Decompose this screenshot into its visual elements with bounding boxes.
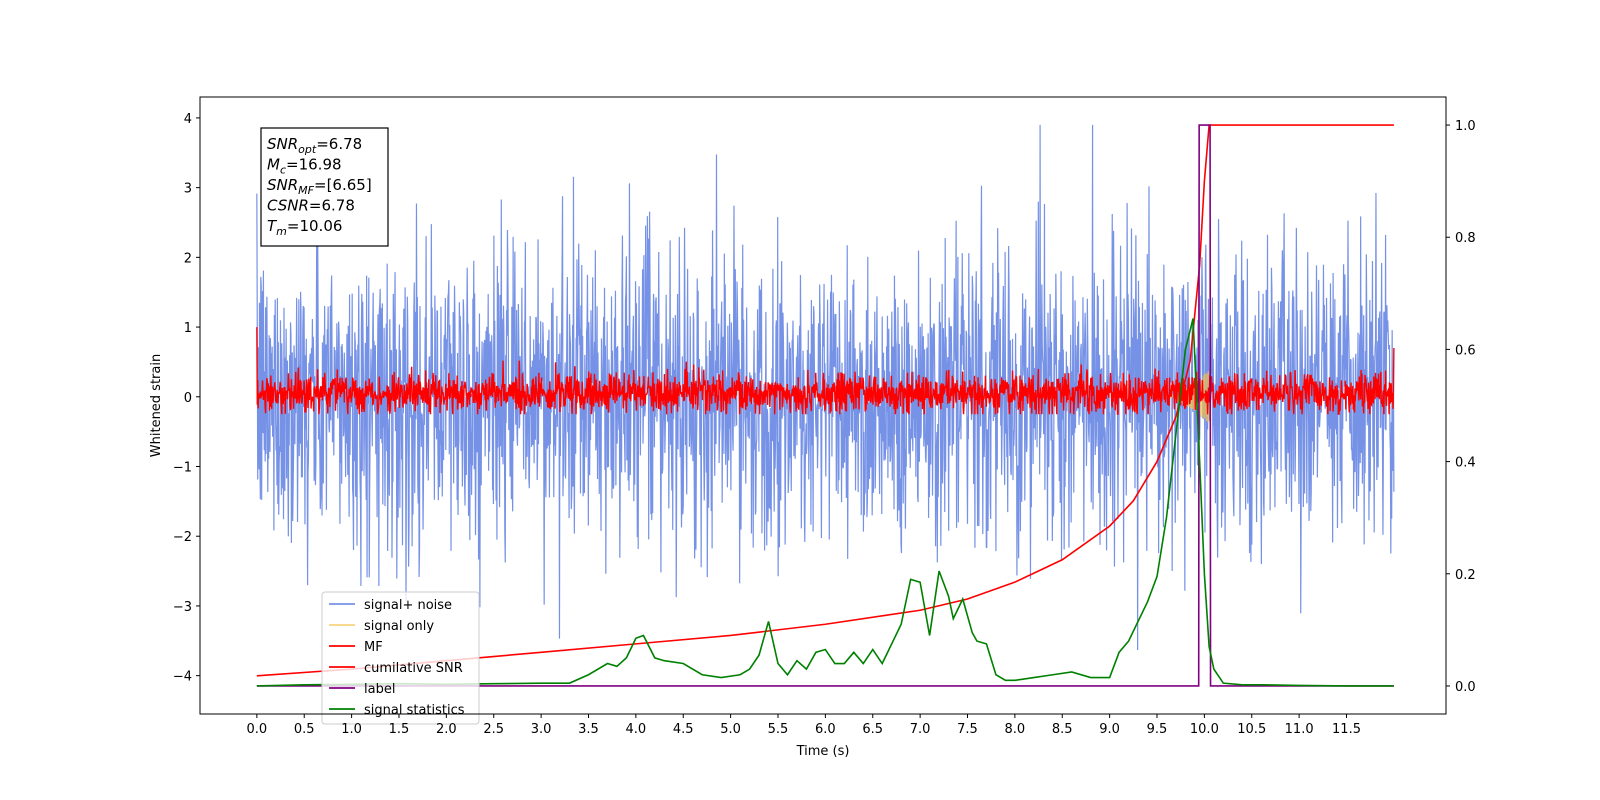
series-mf <box>256 327 1395 415</box>
legend-label: signal only <box>364 619 434 634</box>
legend-label: signal+ noise <box>364 598 452 613</box>
x-tick-label: 4.0 <box>626 722 647 737</box>
x-tick-label: 10.0 <box>1190 722 1219 737</box>
x-tick-label: 5.5 <box>768 722 789 737</box>
x-tick-label: 6.0 <box>815 722 836 737</box>
y-tick-label: 4 <box>184 112 192 127</box>
annotation-line: Mc=16.98 <box>267 156 342 177</box>
y2-tick-label: 0.6 <box>1455 343 1476 358</box>
x-tick-label: 5.0 <box>720 722 741 737</box>
annotation-line: Tm=10.06 <box>267 217 342 238</box>
y2-tick-label: 0.2 <box>1455 568 1476 583</box>
x-tick-label: 1.5 <box>389 722 410 737</box>
y2-tick-label: 0.8 <box>1455 231 1476 246</box>
x-tick-label: 7.5 <box>957 722 978 737</box>
x-tick-label: 10.5 <box>1237 722 1266 737</box>
annotation-line: SNRopt=6.78 <box>267 135 362 156</box>
x-axis-label: Time (s) <box>796 744 850 759</box>
y-tick-label: 2 <box>184 251 192 266</box>
x-tick-label: 8.0 <box>1005 722 1026 737</box>
legend-label: signal statistics <box>364 703 465 718</box>
y-tick-label: −4 <box>173 670 192 685</box>
x-tick-label: 4.5 <box>673 722 694 737</box>
series-label <box>256 124 1394 687</box>
legend-label: label <box>364 682 395 697</box>
y2-tick-label: 0.4 <box>1455 456 1476 471</box>
legend: signal+ noise signal only MF cumilative SNR… <box>321 591 480 725</box>
x-tick-label: 3.0 <box>531 722 552 737</box>
x-tick-label: 2.5 <box>483 722 504 737</box>
y-tick-label: 3 <box>184 182 192 197</box>
x-tick-label: 3.5 <box>578 722 599 737</box>
y-tick-label: −2 <box>173 530 192 545</box>
legend-label: cumilative SNR <box>364 661 463 676</box>
axes-frame <box>199 96 1447 715</box>
y-tick-label: 1 <box>184 321 192 336</box>
legend-label: MF <box>364 640 383 655</box>
y-tick-label: 0 <box>184 391 192 406</box>
y-tick-label: −1 <box>173 461 192 476</box>
legend-frame <box>321 591 480 725</box>
x-tick-label: 7.0 <box>910 722 931 737</box>
x-tick-label: 8.5 <box>1052 722 1073 737</box>
annotation-frame <box>260 127 389 247</box>
annotation-box: SNRopt=6.78Mc=16.98SNRMF=[6.65]CSNR=6.78… <box>260 127 389 247</box>
annotation-line: SNRMF=[6.65] <box>267 176 372 197</box>
x-tick-label: 6.5 <box>862 722 883 737</box>
plot-area <box>256 124 1395 687</box>
axes: 0.0 0.5 1.0 1.5 2.0 2.5 3.0 3.5 4.0 4.5 5.0 5.5 6.0 6… <box>149 96 1476 759</box>
x-tick-label: 11.0 <box>1285 722 1314 737</box>
y-axis-label: Whitened strain <box>149 354 164 457</box>
x-tick-label: 0.0 <box>247 722 268 737</box>
x-tick-label: 11.5 <box>1332 722 1361 737</box>
x-tick-label: 2.0 <box>436 722 457 737</box>
x-tick-label: 0.5 <box>294 722 315 737</box>
x-tick-label: 9.0 <box>1099 722 1120 737</box>
annotation-line: CSNR=6.78 <box>267 197 355 215</box>
x-tick-label: 9.5 <box>1147 722 1168 737</box>
y2-tick-label: 1.0 <box>1455 119 1476 134</box>
x-tick-label: 1.0 <box>341 722 362 737</box>
series-signal-statistics <box>256 318 1394 687</box>
y-tick-label: −3 <box>173 600 192 615</box>
y2-tick-label: 0.0 <box>1455 680 1476 695</box>
series-cumulative-snr <box>256 124 1394 677</box>
